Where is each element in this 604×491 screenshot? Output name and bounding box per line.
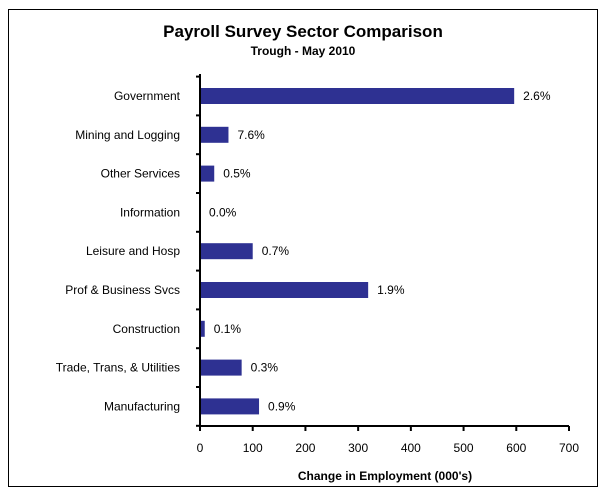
- category-label: Trade, Trans, & Utilities: [56, 361, 180, 375]
- bar-1: [200, 126, 229, 143]
- category-label: Government: [114, 89, 181, 103]
- x-tick-label: 500: [454, 441, 474, 455]
- bar-8: [200, 398, 260, 415]
- data-label: 0.1%: [214, 322, 242, 336]
- axes-group: 0 100 200 300 400 500 600 700: [196, 74, 579, 455]
- bar-7: [200, 359, 242, 376]
- chart-title: Payroll Survey Sector Comparison: [163, 22, 443, 41]
- x-tick-label: 600: [506, 441, 526, 455]
- x-tick-label: 0: [197, 441, 204, 455]
- x-tick-label: 700: [559, 441, 579, 455]
- data-label: 0.3%: [251, 361, 279, 375]
- data-label: 0.9%: [268, 399, 296, 413]
- bar-2: [200, 165, 215, 182]
- bars-group: Government 2.6% Mining and Logging 7.6% Othe…: [56, 88, 551, 415]
- data-label: 0.0%: [209, 205, 237, 219]
- x-tick-label: 400: [401, 441, 421, 455]
- data-label: 1.9%: [377, 283, 405, 297]
- bar-4: [200, 243, 253, 260]
- bar-0: [200, 88, 515, 104]
- chart-subtitle: Trough - May 2010: [251, 44, 356, 58]
- category-label: Construction: [113, 322, 180, 336]
- data-label: 0.7%: [262, 244, 290, 258]
- data-label: 7.6%: [237, 128, 265, 142]
- x-tick-label: 300: [348, 441, 368, 455]
- category-label: Other Services: [101, 167, 180, 181]
- category-label: Leisure and Hosp: [86, 244, 180, 258]
- x-tick-label: 100: [243, 441, 263, 455]
- x-tick-label: 200: [295, 441, 315, 455]
- data-label: 2.6%: [523, 89, 551, 103]
- category-label: Manufacturing: [104, 399, 180, 413]
- category-label: Prof & Business Svcs: [65, 283, 180, 297]
- bar-5: [200, 282, 369, 298]
- x-axis-label: Change in Employment (000's): [298, 469, 472, 483]
- data-label: 0.5%: [223, 167, 251, 181]
- bar-6: [200, 320, 205, 337]
- category-label: Mining and Logging: [75, 128, 180, 142]
- category-label: Information: [120, 205, 180, 219]
